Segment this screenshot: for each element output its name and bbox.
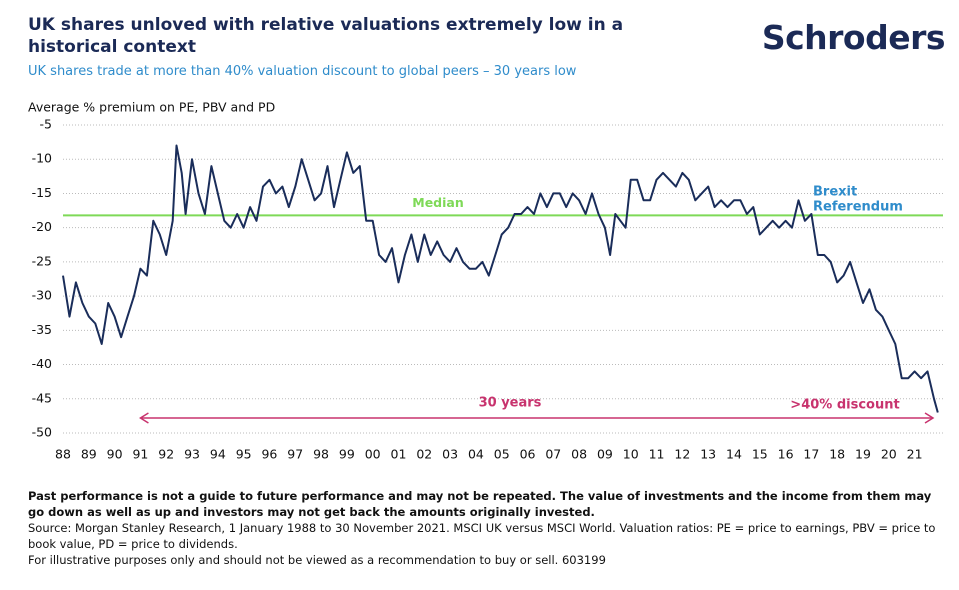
x-tick-label: 90	[107, 447, 123, 462]
brand-logo: Schroders	[761, 18, 946, 57]
median-label: Median	[412, 195, 463, 210]
arrow-head	[924, 412, 935, 424]
brexit-label: Referendum	[813, 200, 903, 215]
x-tick-label: 95	[236, 447, 252, 462]
span-label: 30 years	[479, 396, 542, 411]
x-tick-label: 01	[391, 447, 407, 462]
x-tick-label: 03	[442, 447, 458, 462]
x-tick-label: 97	[287, 447, 303, 462]
x-tick-label: 12	[674, 447, 690, 462]
x-tick-label: 89	[81, 447, 97, 462]
x-tick-label: 07	[545, 447, 561, 462]
x-tick-label: 20	[881, 447, 897, 462]
y-tick-label: -10	[32, 151, 52, 166]
x-tick-label: 91	[132, 447, 148, 462]
x-tick-label: 21	[907, 447, 923, 462]
x-tick-label: 02	[416, 447, 432, 462]
x-tick-label: 18	[829, 447, 845, 462]
y-tick-label: -35	[32, 322, 52, 337]
x-tick-label: 17	[803, 447, 819, 462]
y-tick-label: -5	[40, 117, 52, 132]
x-tick-label: 98	[313, 447, 329, 462]
discount-label: >40% discount	[790, 398, 899, 413]
title: UK shares unloved with relative valuatio…	[28, 15, 624, 57]
x-tick-label: 15	[752, 447, 768, 462]
x-tick-label: 94	[210, 447, 226, 462]
x-tick-label: 00	[365, 447, 381, 462]
x-tick-label: 13	[700, 447, 716, 462]
illustrative-note: For illustrative purposes only and shoul…	[28, 553, 606, 567]
source-note: Source: Morgan Stanley Research, 1 Janua…	[28, 521, 936, 551]
x-tick-label: 08	[571, 447, 587, 462]
x-tick-label: 99	[339, 447, 355, 462]
subtitle: UK shares trade at more than 40% valuati…	[28, 64, 577, 79]
y-tick-label: -15	[32, 185, 52, 200]
disclaimer: Past performance is not a guide to futur…	[28, 489, 932, 519]
y-tick-label: -25	[32, 253, 52, 268]
y-tick-label: -50	[32, 425, 52, 440]
x-tick-label: 88	[55, 447, 71, 462]
footnotes: Past performance is not a guide to futur…	[28, 488, 948, 568]
x-tick-label: 10	[623, 447, 639, 462]
x-tick-label: 04	[468, 447, 484, 462]
y-tick-label: -30	[32, 288, 52, 303]
x-tick-label: 11	[649, 447, 665, 462]
y-axis-label: Average % premium on PE, PBV and PD	[28, 100, 275, 115]
y-tick-label: -20	[32, 219, 52, 234]
x-tick-label: 14	[726, 447, 742, 462]
y-tick-label: -40	[32, 356, 52, 371]
arrow-head	[139, 412, 149, 424]
data-line	[62, 144, 939, 413]
x-tick-label: 09	[597, 447, 613, 462]
y-tick-label: -45	[32, 390, 52, 405]
x-tick-label: 05	[494, 447, 510, 462]
x-tick-label: 96	[261, 447, 277, 462]
x-tick-label: 92	[158, 447, 174, 462]
brexit-label: Brexit	[813, 185, 857, 200]
chart: Average % premium on PE, PBV and PD -5 -1…	[28, 100, 943, 462]
x-tick-label: 16	[778, 447, 794, 462]
x-tick-label: 06	[520, 447, 536, 462]
x-tick-label: 19	[855, 447, 871, 462]
x-tick-label: 93	[184, 447, 200, 462]
